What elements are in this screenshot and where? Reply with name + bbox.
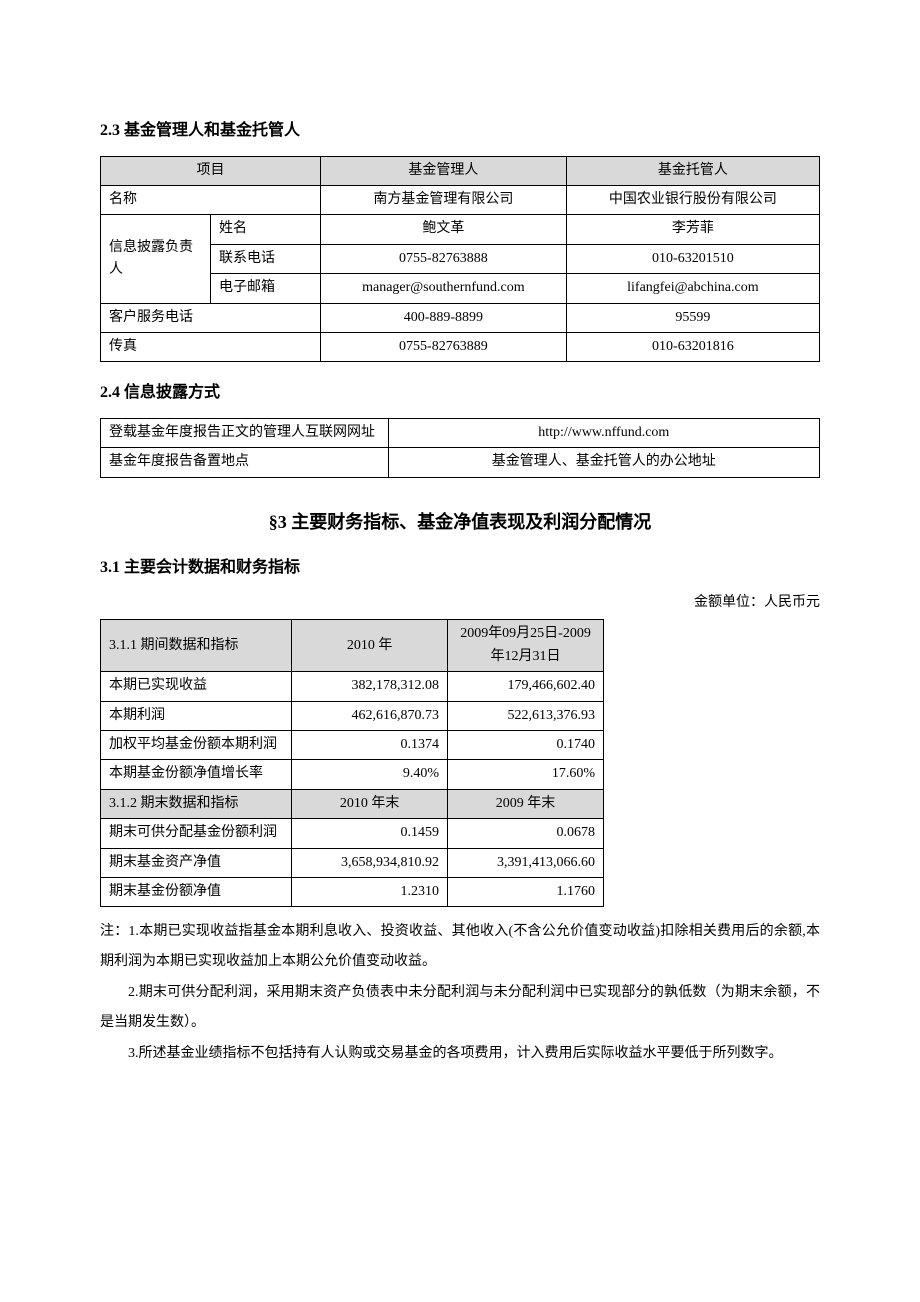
- r4-2009: 17.60%: [448, 760, 604, 789]
- r2-label: 本期利润: [101, 701, 292, 730]
- r6-label: 期末基金资产净值: [101, 848, 292, 877]
- row-name-label: 名称: [101, 185, 321, 214]
- custodian-person: 李芳菲: [566, 215, 819, 244]
- person-label: 姓名: [211, 215, 321, 244]
- r3-2010: 0.1374: [292, 731, 448, 760]
- r4-2010: 9.40%: [292, 760, 448, 789]
- note-3: 3.所述基金业绩指标不包括持有人认购或交易基金的各项费用，计入费用后实际收益水平…: [100, 1039, 820, 1068]
- section-2-4-title: 2.4 信息披露方式: [100, 380, 820, 406]
- r6-2010: 3,658,934,810.92: [292, 848, 448, 877]
- r4-label: 本期基金份额净值增长率: [101, 760, 292, 789]
- table-2-4: 登载基金年度报告正文的管理人互联网网址 http://www.nffund.co…: [100, 418, 820, 478]
- location-label: 基金年度报告备置地点: [101, 448, 389, 477]
- r1-2010: 382,178,312.08: [292, 672, 448, 701]
- section-3-1-title: 3.1 主要会计数据和财务指标: [100, 555, 820, 581]
- r6-2009: 3,391,413,066.60: [448, 848, 604, 877]
- header-item: 项目: [101, 156, 321, 185]
- manager-service: 400-889-8899: [321, 303, 567, 332]
- r7-label: 期末基金份额净值: [101, 878, 292, 907]
- location-value: 基金管理人、基金托管人的办公地址: [388, 448, 819, 477]
- note-2: 2.期末可供分配利润，采用期末资产负债表中未分配利润与未分配利润中已实现部分的孰…: [100, 978, 820, 1037]
- custodian-email: lifangfei@abchina.com: [566, 274, 819, 303]
- row-manager-name: 南方基金管理有限公司: [321, 185, 567, 214]
- unit-label: 金额单位：人民币元: [100, 592, 820, 614]
- manager-fax: 0755-82763889: [321, 332, 567, 361]
- service-label: 客户服务电话: [101, 303, 321, 332]
- header-manager: 基金管理人: [321, 156, 567, 185]
- r3-label: 加权平均基金份额本期利润: [101, 731, 292, 760]
- r7-2009: 1.1760: [448, 878, 604, 907]
- col-2009-header: 2009年09月25日-2009年12月31日: [448, 620, 604, 672]
- url-label: 登载基金年度报告正文的管理人互联网网址: [101, 418, 389, 447]
- custodian-fax: 010-63201816: [566, 332, 819, 361]
- r5-2009: 0.0678: [448, 819, 604, 848]
- notes-block: 注：1.本期已实现收益指基金本期利息收入、投资收益、其他收入(不含公允价值变动收…: [100, 917, 820, 1068]
- r1-2009: 179,466,602.40: [448, 672, 604, 701]
- custodian-service: 95599: [566, 303, 819, 332]
- end-header: 3.1.2 期末数据和指标: [101, 789, 292, 818]
- section-2-3-title: 2.3 基金管理人和基金托管人: [100, 118, 820, 144]
- table-3-1: 3.1.1 期间数据和指标 2010 年 2009年09月25日-2009年12…: [100, 619, 604, 907]
- custodian-phone: 010-63201510: [566, 244, 819, 273]
- email-label: 电子邮箱: [211, 274, 321, 303]
- note-1: 注：1.本期已实现收益指基金本期利息收入、投资收益、其他收入(不含公允价值变动收…: [100, 917, 820, 976]
- section-3-title: §3 主要财务指标、基金净值表现及利润分配情况: [100, 508, 820, 537]
- r5-2010: 0.1459: [292, 819, 448, 848]
- row-custodian-name: 中国农业银行股份有限公司: [566, 185, 819, 214]
- end-2010-header: 2010 年末: [292, 789, 448, 818]
- r3-2009: 0.1740: [448, 731, 604, 760]
- end-2009-header: 2009 年末: [448, 789, 604, 818]
- manager-email: manager@southernfund.com: [321, 274, 567, 303]
- r5-label: 期末可供分配基金份额利润: [101, 819, 292, 848]
- url-value: http://www.nffund.com: [388, 418, 819, 447]
- r2-2009: 522,613,376.93: [448, 701, 604, 730]
- header-custodian: 基金托管人: [566, 156, 819, 185]
- r1-label: 本期已实现收益: [101, 672, 292, 701]
- r7-2010: 1.2310: [292, 878, 448, 907]
- table-2-3: 项目 基金管理人 基金托管人 名称 南方基金管理有限公司 中国农业银行股份有限公…: [100, 156, 820, 363]
- phone-label: 联系电话: [211, 244, 321, 273]
- disclosure-label: 信息披露负责人: [101, 215, 211, 303]
- manager-person: 鲍文革: [321, 215, 567, 244]
- manager-phone: 0755-82763888: [321, 244, 567, 273]
- fax-label: 传真: [101, 332, 321, 361]
- period-header: 3.1.1 期间数据和指标: [101, 620, 292, 672]
- r2-2010: 462,616,870.73: [292, 701, 448, 730]
- col-2010-header: 2010 年: [292, 620, 448, 672]
